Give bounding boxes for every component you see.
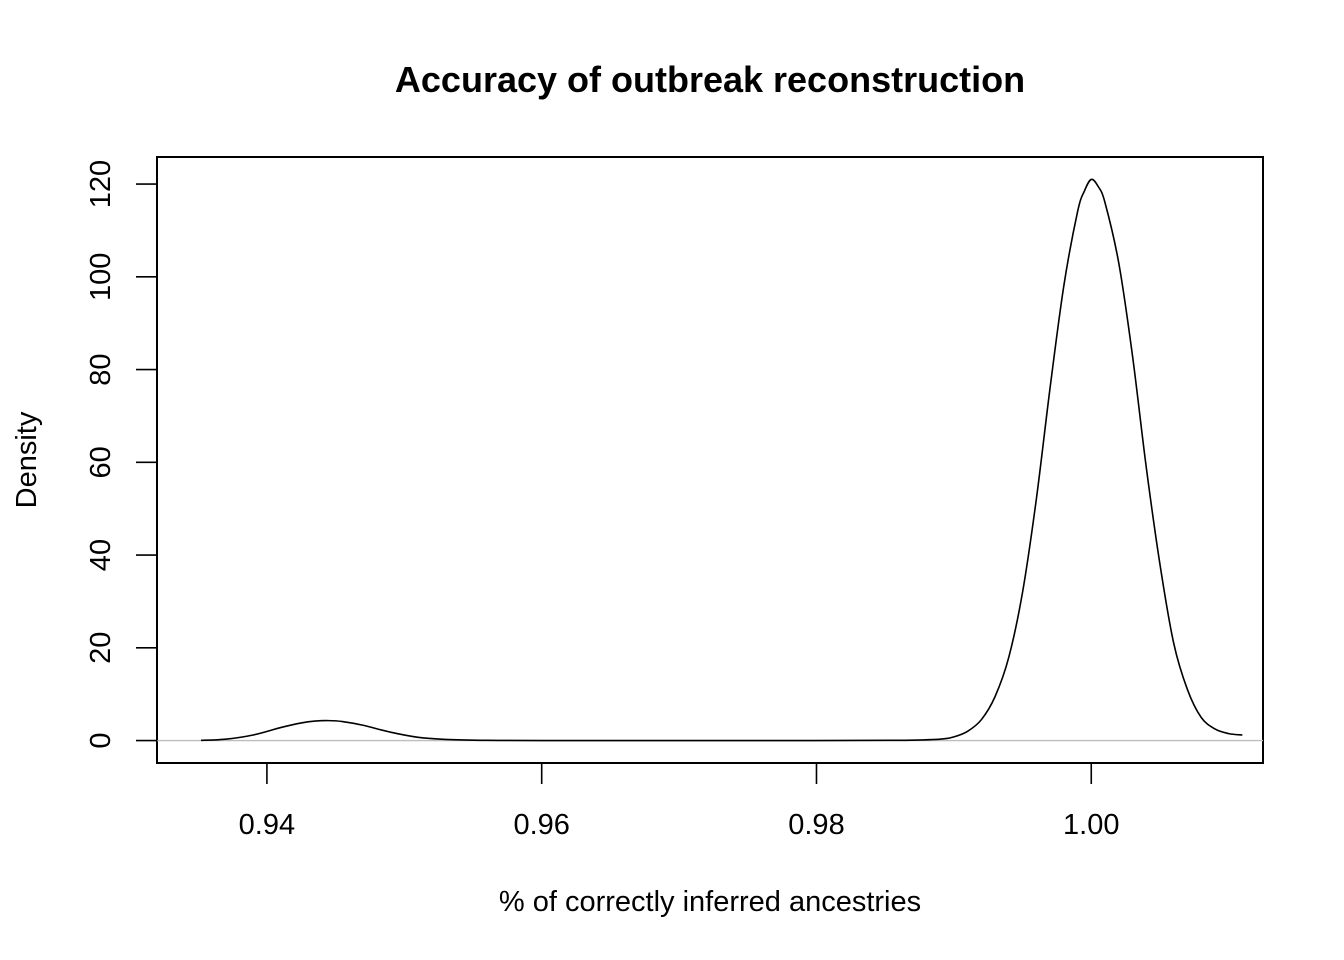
x-tick-label: 1.00 <box>1063 809 1119 841</box>
y-axis: 0 20 40 60 80 100 120 <box>85 160 158 749</box>
x-axis: 0.94 0.96 0.98 1.00 <box>239 762 1119 841</box>
x-axis-label: % of correctly inferred ancestries <box>499 886 921 918</box>
y-tick-label: 40 <box>85 539 117 571</box>
y-tick-label: 100 <box>85 253 117 301</box>
y-tick-label: 60 <box>85 446 117 478</box>
plot-frame <box>156 156 1264 764</box>
y-axis-label: Density <box>11 411 43 508</box>
y-tick-label: 0 <box>85 732 117 748</box>
x-tick-label: 0.94 <box>239 809 295 841</box>
y-tick-label: 80 <box>85 353 117 385</box>
density-curve <box>200 178 1243 742</box>
y-tick-label: 120 <box>85 160 117 208</box>
y-tick-label: 20 <box>85 632 117 664</box>
x-tick-label: 0.98 <box>788 809 844 841</box>
chart-title: Accuracy of outbreak reconstruction <box>395 59 1025 100</box>
x-tick-label: 0.96 <box>513 809 569 841</box>
